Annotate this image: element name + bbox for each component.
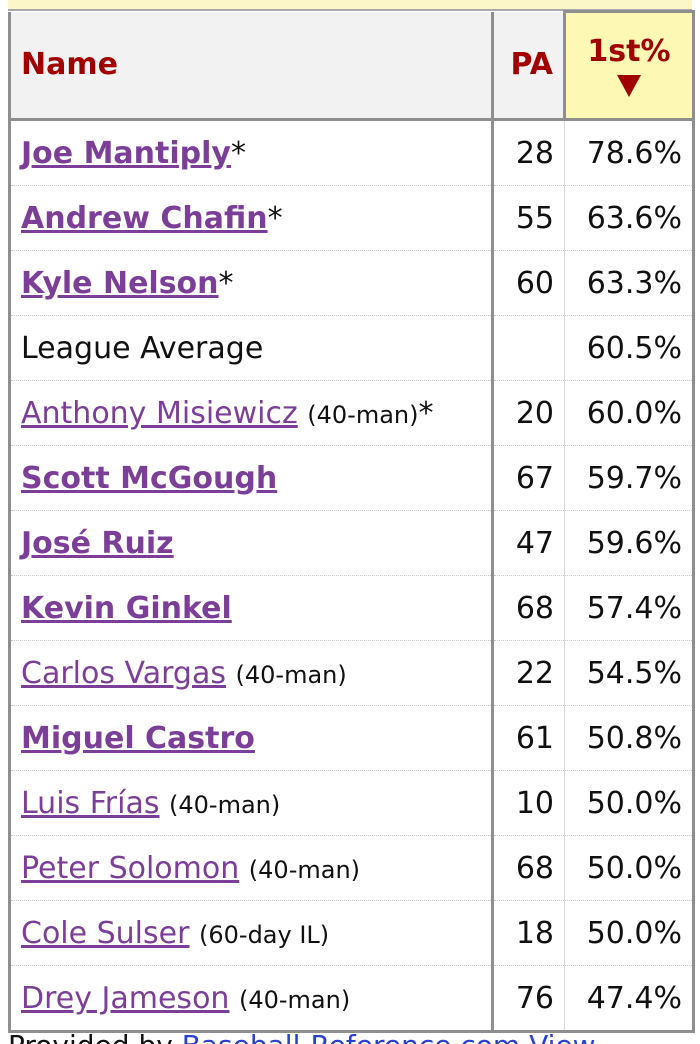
player-name-cell: Andrew Chafin* <box>9 185 494 251</box>
pitcher-stats-table: Name PA 1st% Joe Mantiply* 28 78.6% Andrew … <box>8 10 695 1033</box>
pa-value: 18 <box>492 900 565 966</box>
pa-value <box>492 315 565 381</box>
column-header-pa[interactable]: PA <box>492 11 565 121</box>
player-link[interactable]: Drey Jameson <box>21 980 230 1016</box>
table-row: Scott McGough 67 59.7% <box>9 445 694 511</box>
player-name-cell: Luis Frías (40-man) <box>9 770 494 836</box>
player-name-cell: Cole Sulser (60-day IL) <box>9 900 494 966</box>
player-name-cell: League Average <box>9 315 494 381</box>
first-pct-value: 60.0% <box>564 380 694 446</box>
column-header-first-pct-label: 1st% <box>587 33 671 69</box>
roster-status: (40-man) <box>248 855 361 884</box>
left-handed-marker: * <box>230 135 246 171</box>
view-link[interactable]: View <box>529 1032 595 1044</box>
pa-value: 61 <box>492 705 565 771</box>
left-handed-marker: * <box>218 265 234 301</box>
first-pct-value: 57.4% <box>564 575 694 641</box>
left-handed-marker: * <box>267 200 283 236</box>
table-top-strip <box>8 0 692 11</box>
table-row: Luis Frías (40-man) 10 50.0% <box>9 770 694 836</box>
roster-status: (40-man) <box>169 790 281 819</box>
table-row: Carlos Vargas (40-man) 22 54.5% <box>9 640 694 706</box>
first-pct-value: 59.6% <box>564 510 694 576</box>
source-credit: Provided by Baseball-Reference.com View <box>8 1032 692 1044</box>
player-link[interactable]: Kevin Ginkel <box>21 590 232 626</box>
pa-value: 22 <box>492 640 565 706</box>
player-link[interactable]: José Ruiz <box>21 525 174 561</box>
player-link[interactable]: Peter Solomon <box>21 850 240 886</box>
first-pct-value: 63.6% <box>564 185 694 251</box>
player-link[interactable]: Luis Frías <box>21 785 160 821</box>
header-row: Name PA 1st% <box>9 10 695 121</box>
player-link[interactable]: Miguel Castro <box>21 720 255 756</box>
source-link[interactable]: Baseball-Reference.com <box>182 1032 520 1044</box>
first-pct-value: 60.5% <box>564 315 694 381</box>
player-link[interactable]: Carlos Vargas <box>21 655 226 691</box>
table-row: Peter Solomon (40-man) 68 50.0% <box>9 835 694 901</box>
pa-value: 60 <box>492 250 565 316</box>
roster-status: (40-man) <box>307 400 419 429</box>
first-pct-value: 50.0% <box>564 770 694 836</box>
column-header-name[interactable]: Name <box>9 11 494 121</box>
table-row: Kyle Nelson* 60 63.3% <box>9 250 694 316</box>
table-row: Anthony Misiewicz (40-man)* 20 60.0% <box>9 380 694 446</box>
pa-value: 28 <box>492 119 565 186</box>
roster-status: (60-day IL) <box>199 920 330 949</box>
player-name-cell: Peter Solomon (40-man) <box>9 835 494 901</box>
player-name-cell: Miguel Castro <box>9 705 494 771</box>
roster-status: (40-man) <box>235 660 347 689</box>
pa-value: 67 <box>492 445 565 511</box>
player-name-cell: Drey Jameson (40-man) <box>9 965 494 1032</box>
first-pct-value: 50.0% <box>564 835 694 901</box>
player-link[interactable]: Anthony Misiewicz <box>21 395 298 431</box>
first-pct-value: 50.8% <box>564 705 694 771</box>
pa-value: 10 <box>492 770 565 836</box>
player-name-cell: Kevin Ginkel <box>9 575 494 641</box>
player-name-cell: Kyle Nelson* <box>9 250 494 316</box>
table-row: Cole Sulser (60-day IL) 18 50.0% <box>9 900 694 966</box>
pa-value: 55 <box>492 185 565 251</box>
table-row: League Average 60.5% <box>9 315 694 381</box>
player-link[interactable]: Cole Sulser <box>21 915 190 951</box>
first-pct-value: 63.3% <box>564 250 694 316</box>
roster-status: (40-man) <box>238 985 351 1014</box>
table-row: Joe Mantiply* 28 78.6% <box>9 119 694 186</box>
table-row: Drey Jameson (40-man) 76 47.4% <box>9 965 694 1032</box>
player-name-cell: Scott McGough <box>9 445 494 511</box>
first-pct-value: 47.4% <box>564 965 694 1032</box>
player-link[interactable]: Andrew Chafin <box>21 200 268 236</box>
first-pct-value: 78.6% <box>564 119 694 186</box>
pa-value: 68 <box>492 835 565 901</box>
player-name-cell: José Ruiz <box>9 510 494 576</box>
player-name-cell: Anthony Misiewicz (40-man)* <box>9 380 494 446</box>
left-handed-marker: * <box>418 395 434 431</box>
column-header-first-pct[interactable]: 1st% <box>563 10 695 121</box>
player-link[interactable]: Joe Mantiply <box>21 135 231 171</box>
pa-value: 47 <box>492 510 565 576</box>
table-row: Miguel Castro 61 50.8% <box>9 705 694 771</box>
player-link[interactable]: Kyle Nelson <box>21 265 219 301</box>
table-row: Kevin Ginkel 68 57.4% <box>9 575 694 641</box>
first-pct-value: 59.7% <box>564 445 694 511</box>
league-average-label: League Average <box>21 330 264 366</box>
pa-value: 76 <box>492 965 565 1032</box>
pa-value: 20 <box>492 380 565 446</box>
first-pct-value: 50.0% <box>564 900 694 966</box>
table-row: José Ruiz 47 59.6% <box>9 510 694 576</box>
player-link[interactable]: Scott McGough <box>21 460 278 496</box>
player-name-cell: Joe Mantiply* <box>9 119 494 186</box>
sort-descending-icon <box>617 74 641 97</box>
pa-value: 68 <box>492 575 565 641</box>
player-name-cell: Carlos Vargas (40-man) <box>9 640 494 706</box>
table-row: Andrew Chafin* 55 63.6% <box>9 185 694 251</box>
first-pct-value: 54.5% <box>564 640 694 706</box>
